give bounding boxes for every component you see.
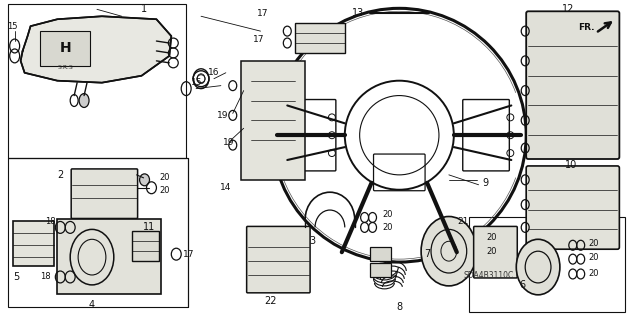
Text: 20: 20 (382, 223, 393, 232)
Text: 20: 20 (159, 186, 170, 195)
Bar (58, 219, 161, 294)
Text: 20: 20 (159, 173, 170, 182)
Text: 15: 15 (191, 78, 203, 87)
Text: H: H (60, 41, 71, 55)
FancyBboxPatch shape (474, 226, 517, 278)
Text: 5: 5 (13, 272, 19, 282)
Bar (8, 158, 188, 307)
Text: 17: 17 (257, 9, 268, 18)
Text: 17: 17 (184, 250, 195, 259)
Text: 10: 10 (564, 160, 577, 170)
Text: 8: 8 (396, 302, 403, 312)
FancyBboxPatch shape (526, 166, 620, 249)
Text: 16: 16 (208, 68, 220, 77)
Text: 13: 13 (351, 8, 364, 18)
Text: S.R.S: S.R.S (58, 65, 73, 70)
Bar (468, 218, 625, 312)
Ellipse shape (421, 217, 477, 286)
Bar (132, 231, 159, 261)
FancyBboxPatch shape (526, 11, 620, 159)
Ellipse shape (79, 93, 89, 108)
Text: 2: 2 (57, 170, 63, 180)
Text: 15: 15 (8, 22, 18, 31)
Ellipse shape (516, 239, 560, 295)
Text: 11: 11 (143, 222, 156, 233)
Text: 20: 20 (588, 239, 599, 248)
Text: 22: 22 (264, 296, 276, 306)
Text: 20: 20 (486, 247, 497, 256)
Text: 4: 4 (89, 300, 95, 310)
Text: 7: 7 (424, 249, 430, 259)
Text: 17: 17 (253, 34, 264, 44)
Bar (40, 31, 90, 66)
Text: 18: 18 (45, 217, 56, 226)
Text: SDA4B3110C: SDA4B3110C (463, 271, 514, 280)
Text: 19: 19 (223, 138, 234, 147)
Polygon shape (20, 16, 172, 83)
Text: 12: 12 (562, 4, 574, 14)
Bar (369, 247, 392, 261)
Text: 19: 19 (217, 111, 228, 120)
Text: 14: 14 (220, 183, 232, 192)
Ellipse shape (140, 174, 150, 186)
Text: 20: 20 (486, 233, 497, 242)
Bar (241, 61, 305, 180)
Text: 20: 20 (588, 269, 599, 278)
Text: FR.: FR. (578, 23, 595, 32)
FancyBboxPatch shape (71, 169, 138, 219)
Text: 18: 18 (40, 272, 51, 281)
Bar (13, 221, 54, 266)
Text: 9: 9 (483, 178, 488, 188)
Bar (295, 23, 345, 53)
Text: 21: 21 (457, 217, 468, 226)
Text: 20: 20 (588, 253, 599, 262)
Text: 20: 20 (382, 210, 393, 219)
Text: 1: 1 (141, 4, 147, 14)
Text: 6: 6 (519, 280, 525, 290)
FancyBboxPatch shape (246, 226, 310, 293)
Bar (369, 263, 392, 277)
Text: 3: 3 (309, 236, 315, 246)
Bar (8, 4, 186, 158)
